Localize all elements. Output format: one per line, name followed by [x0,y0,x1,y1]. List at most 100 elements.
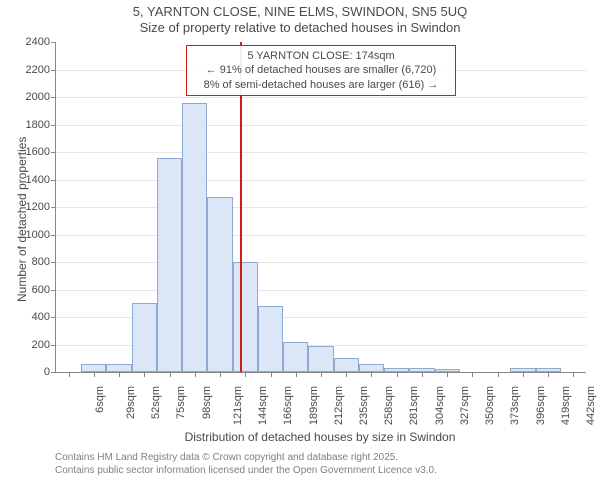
gridline [56,97,586,98]
xtick-mark [119,372,120,377]
footer-line-1: Contains HM Land Registry data © Crown c… [55,452,437,465]
xtick-label: 144sqm [257,386,269,425]
xtick-mark [245,372,246,377]
title-line-2: Size of property relative to detached ho… [0,20,600,36]
y-axis-label: Number of detached properties [15,137,29,302]
histogram-bar [283,342,308,372]
xtick-label: 419sqm [560,386,572,425]
histogram-bar [182,103,207,373]
ytick-label: 200 [32,339,50,351]
xtick-mark [271,372,272,377]
xtick-label: 212sqm [333,386,345,425]
annotation-line-1: 5 YARNTON CLOSE: 174sqm [193,49,449,63]
xtick-mark [220,372,221,377]
xtick-mark [447,372,448,377]
xtick-label: 121sqm [232,386,244,425]
plot-area: 0200400600800100012001400160018002000220… [55,42,586,373]
annotation-line-2: ← 91% of detached houses are smaller (6,… [193,63,449,77]
xtick-label: 6sqm [94,386,106,413]
x-axis-label: Distribution of detached houses by size … [55,430,585,444]
ytick-label: 0 [44,366,50,378]
xtick-label: 396sqm [535,386,547,425]
xtick-mark [170,372,171,377]
ytick-mark [51,235,56,236]
ytick-mark [51,125,56,126]
xtick-mark [422,372,423,377]
ytick-label: 2200 [26,64,50,76]
xtick-mark [472,372,473,377]
histogram-bar [132,303,157,372]
xtick-mark [397,372,398,377]
gridline [56,290,586,291]
xtick-label: 327sqm [459,386,471,425]
gridline [56,125,586,126]
xtick-label: 258sqm [383,386,395,425]
annotation-box: 5 YARNTON CLOSE: 174sqm← 91% of detached… [186,45,456,96]
xtick-mark [548,372,549,377]
ytick-label: 800 [32,256,50,268]
histogram-bar [334,358,359,372]
gridline [56,180,586,181]
histogram-bar [233,262,258,372]
xtick-label: 189sqm [308,386,320,425]
xtick-label: 29sqm [125,386,137,419]
ytick-mark [51,207,56,208]
xtick-mark [573,372,574,377]
ytick-label: 1400 [26,174,50,186]
xtick-label: 350sqm [484,386,496,425]
histogram-bar [258,306,283,372]
ytick-mark [51,372,56,373]
ytick-label: 1200 [26,201,50,213]
xtick-mark [498,372,499,377]
xtick-mark [296,372,297,377]
footer-licence: Contains HM Land Registry data © Crown c… [55,452,437,477]
title-line-1: 5, YARNTON CLOSE, NINE ELMS, SWINDON, SN… [0,4,600,20]
ytick-label: 600 [32,284,50,296]
ytick-label: 2000 [26,91,50,103]
histogram-bar [157,158,182,373]
ytick-label: 1800 [26,119,50,131]
ytick-label: 1600 [26,146,50,158]
xtick-label: 52sqm [150,386,162,419]
histogram-bar [308,346,333,372]
xtick-mark [371,372,372,377]
histogram-bar [359,364,384,372]
ytick-mark [51,152,56,153]
xtick-label: 442sqm [585,386,597,425]
chart-title: 5, YARNTON CLOSE, NINE ELMS, SWINDON, SN… [0,4,600,37]
xtick-mark [94,372,95,377]
xtick-label: 304sqm [434,386,446,425]
histogram-bar [106,364,131,372]
ytick-mark [51,290,56,291]
ytick-mark [51,317,56,318]
xtick-mark [523,372,524,377]
ytick-mark [51,345,56,346]
xtick-mark [144,372,145,377]
ytick-mark [51,262,56,263]
ytick-label: 2400 [26,36,50,48]
ytick-label: 400 [32,311,50,323]
gridline [56,152,586,153]
footer-line-2: Contains public sector information licen… [55,465,437,478]
histogram-bar [81,364,106,372]
xtick-mark [69,372,70,377]
gridline [56,235,586,236]
xtick-label: 373sqm [510,386,522,425]
xtick-label: 75sqm [175,386,187,419]
gridline [56,262,586,263]
property-size-chart: 5, YARNTON CLOSE, NINE ELMS, SWINDON, SN… [0,0,600,500]
ytick-mark [51,180,56,181]
ytick-mark [51,42,56,43]
xtick-mark [195,372,196,377]
annotation-line-3: 8% of semi-detached houses are larger (6… [193,78,449,92]
xtick-label: 281sqm [409,386,421,425]
xtick-label: 235sqm [358,386,370,425]
ytick-mark [51,97,56,98]
ytick-mark [51,70,56,71]
gridline [56,207,586,208]
histogram-bar [207,197,232,372]
xtick-label: 166sqm [282,386,294,425]
xtick-mark [321,372,322,377]
xtick-label: 98sqm [201,386,213,419]
xtick-mark [346,372,347,377]
